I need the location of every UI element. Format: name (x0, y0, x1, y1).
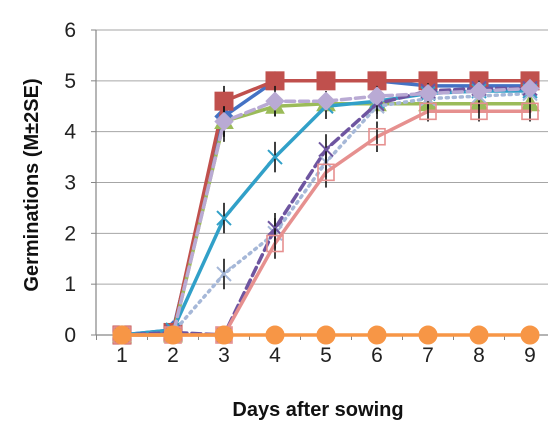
x-tick-label: 6 (371, 344, 383, 367)
data-point (216, 266, 232, 282)
data-point (368, 127, 386, 146)
x-tick-label: 1 (116, 344, 128, 367)
y-tick-labels: 0 1 2 3 4 5 6 (64, 19, 76, 347)
data-point (266, 234, 284, 253)
x-tick-label: 3 (218, 344, 230, 367)
data-point (316, 91, 336, 111)
x-tick-label: 7 (422, 344, 434, 367)
series-9 (112, 325, 540, 345)
data-point (317, 163, 335, 182)
x-tick-label: 5 (320, 344, 332, 367)
y-tick-label: 6 (64, 19, 76, 42)
data-point (112, 325, 132, 345)
data-point (214, 111, 234, 132)
y-tick-label: 4 (64, 121, 76, 144)
data-point (216, 210, 232, 226)
y-tick-label: 1 (64, 273, 76, 296)
data-point (265, 91, 285, 111)
x-axis-title: Days after sowing (232, 399, 403, 421)
data-point (367, 325, 387, 345)
data-point (469, 81, 489, 101)
data-point (318, 141, 334, 158)
data-point (265, 325, 285, 345)
y-axis-title: Germinations (M±2SE) (21, 78, 43, 291)
data-point (419, 102, 437, 121)
data-point (520, 78, 540, 99)
y-tick-label: 3 (64, 172, 76, 195)
x-tick-label: 9 (524, 344, 536, 367)
y-tick-label: 5 (64, 70, 76, 93)
data-point (470, 102, 488, 121)
series-group (112, 71, 540, 345)
data-point (521, 102, 539, 121)
data-point (418, 325, 438, 345)
data-point (520, 325, 540, 345)
data-point (469, 325, 489, 345)
x-tick-label: 2 (167, 344, 179, 367)
x-tick-label: 8 (473, 344, 485, 367)
y-tick-label: 0 (64, 324, 76, 347)
data-point (316, 71, 336, 91)
data-point (367, 86, 387, 106)
data-point (163, 325, 183, 345)
x-tick-labels: 1 2 3 4 5 6 7 8 9 (116, 344, 536, 367)
data-point (316, 325, 336, 345)
data-point (267, 149, 283, 165)
series-line (120, 86, 532, 337)
data-point (214, 325, 234, 345)
y-tick-label: 2 (64, 222, 76, 245)
x-tick-label: 4 (269, 344, 281, 367)
